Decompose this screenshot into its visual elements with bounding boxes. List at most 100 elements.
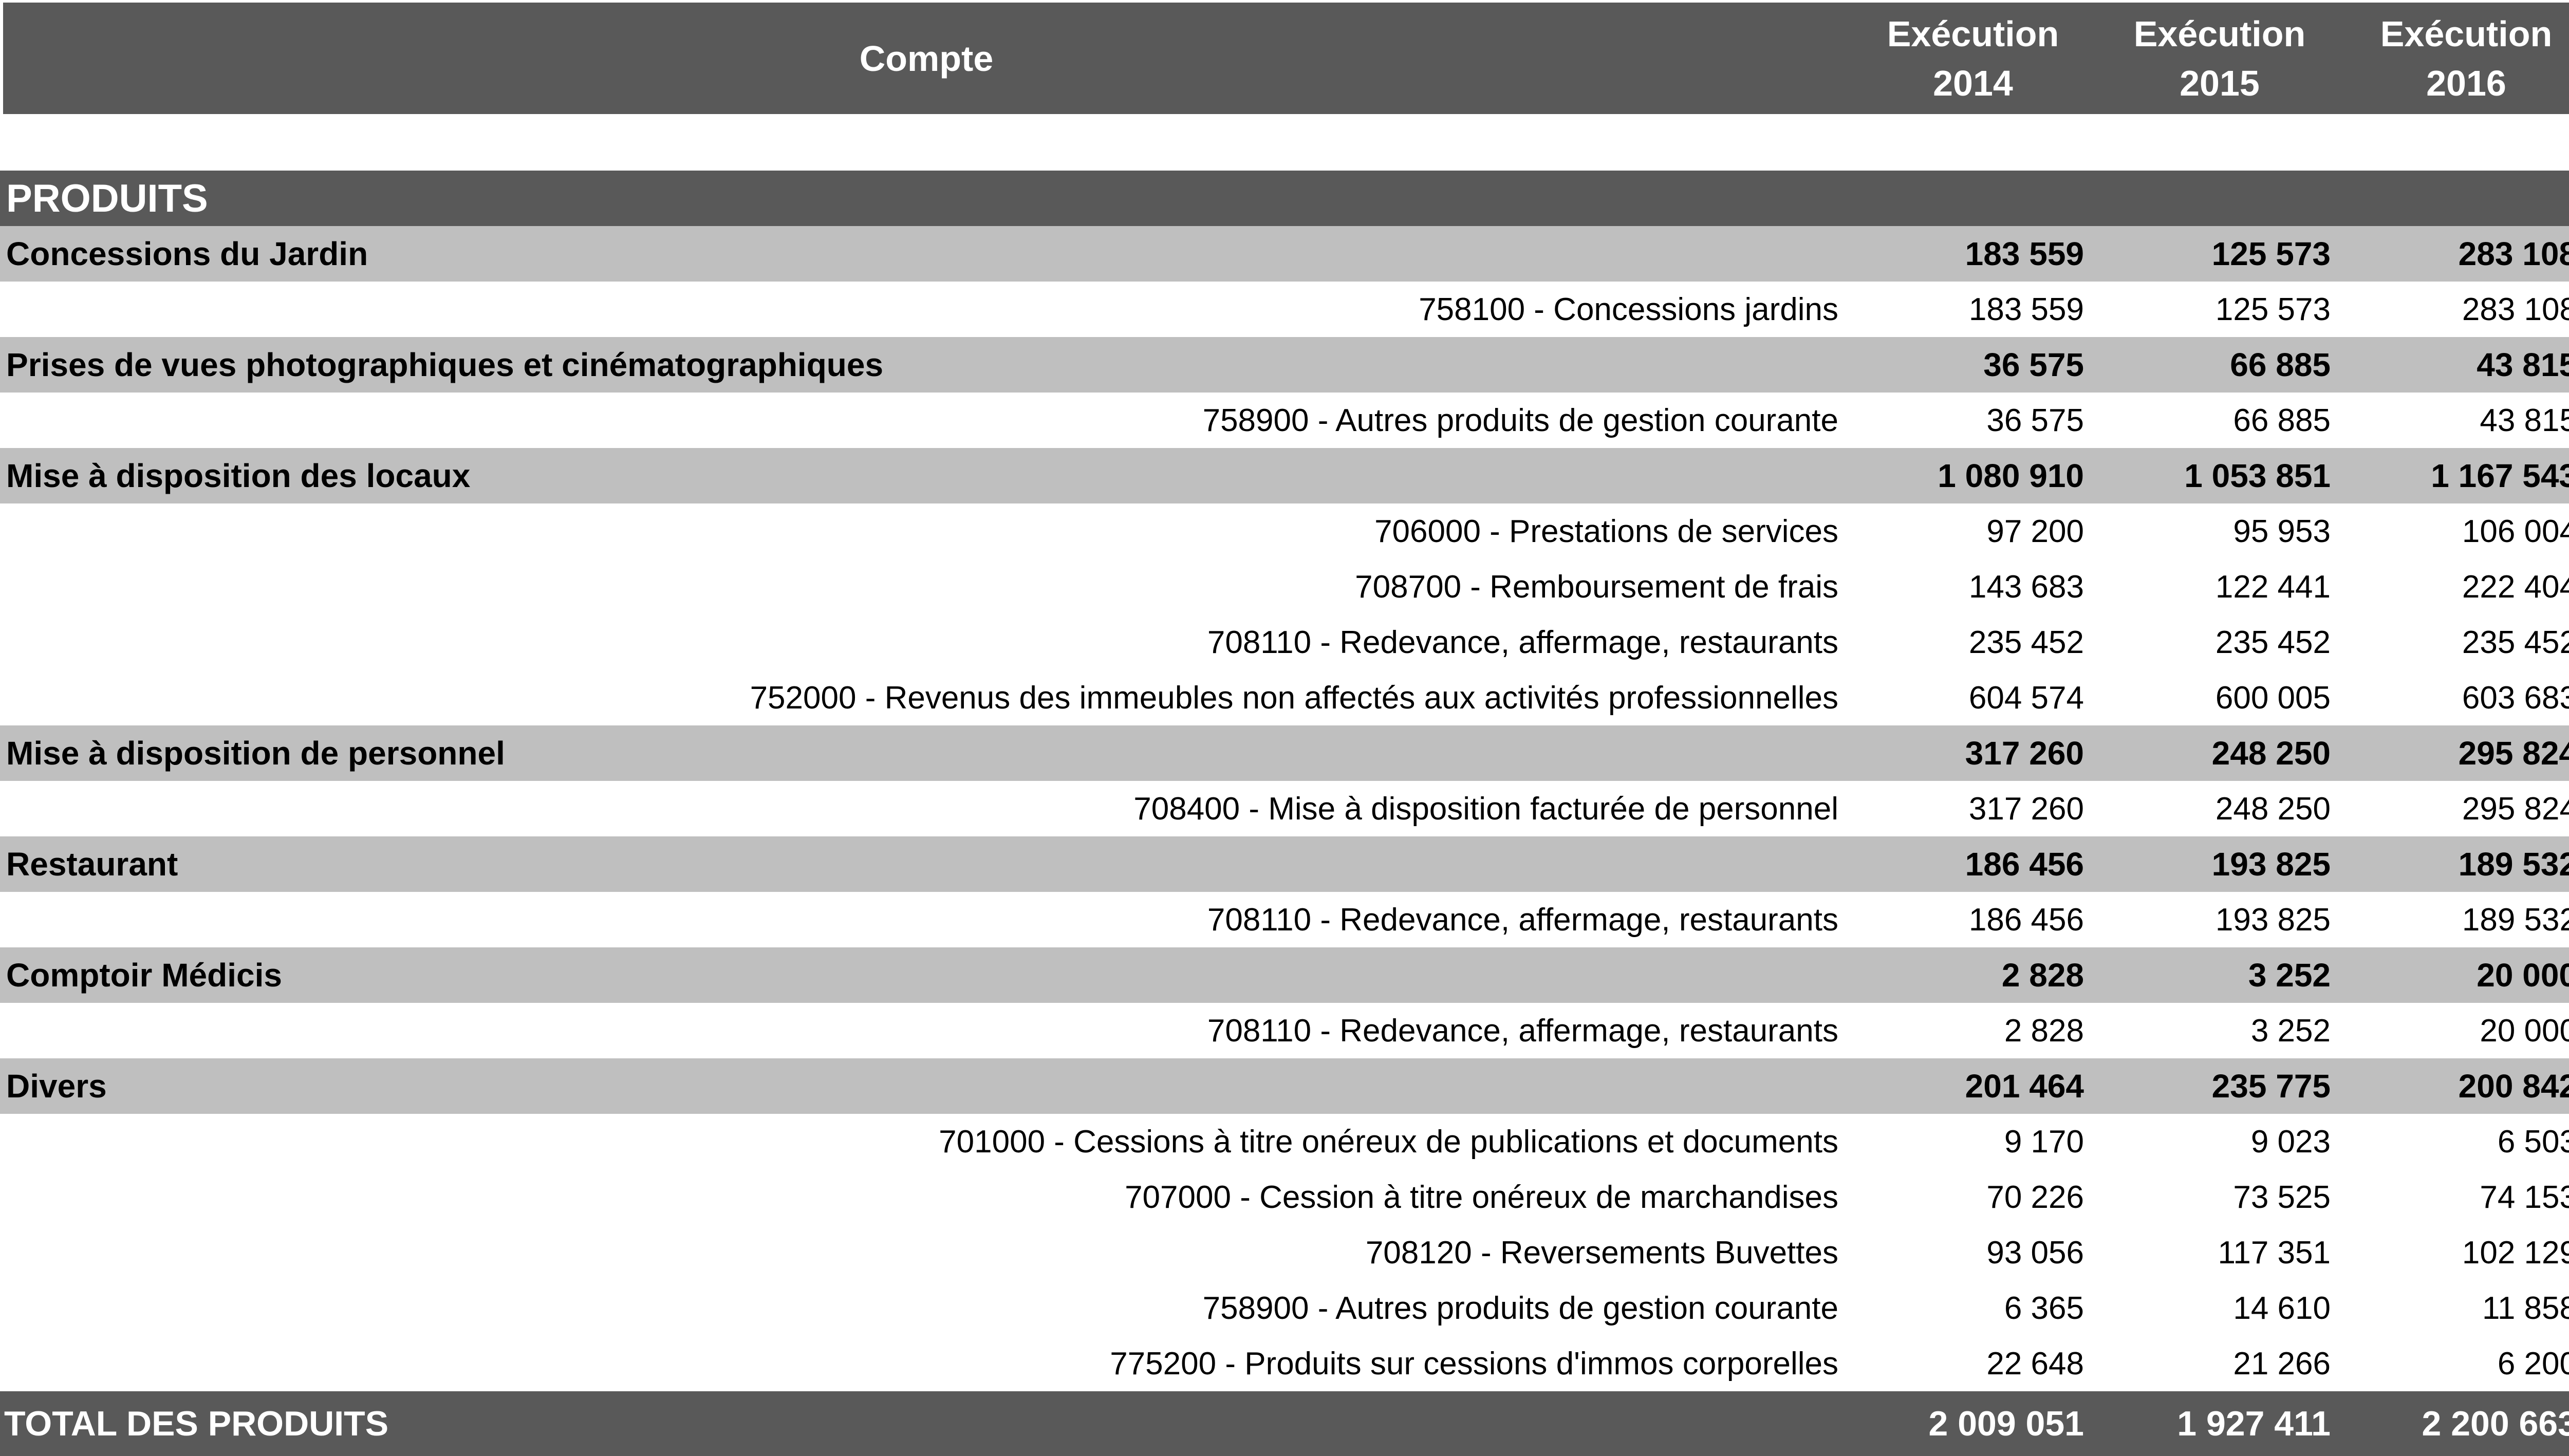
section-title: PRODUITS [6, 176, 208, 220]
row-value-2015: 600 005 [2215, 680, 2331, 716]
row-value-2016: 6 503 [2497, 1124, 2569, 1160]
table-row: Restaurant 186 456 193 825 189 532 162 7… [0, 836, 2569, 892]
table-row: 758900 - Autres produits de gestion cour… [0, 1280, 2569, 1336]
table-row: 708110 - Redevance, affermage, restauran… [0, 892, 2569, 947]
row-value-2015: 248 250 [2215, 791, 2331, 827]
row-value-2016: 603 683 [2462, 680, 2569, 716]
row-value-2015: 9 023 [2250, 1124, 2331, 1160]
row-label: 758100 - Concessions jardins [1419, 291, 1838, 327]
table-row: Divers 201 464 235 775 200 842 5 833 684… [0, 1058, 2569, 1114]
row-value-2015: 66 885 [2233, 402, 2331, 438]
row-value-2016: 235 452 [2462, 624, 2569, 660]
row-value-2015: 125 573 [2211, 235, 2331, 272]
row-value-2014: 183 559 [1965, 235, 2084, 272]
row-value-2014: 2 828 [2004, 1013, 2084, 1049]
row-value-2014: 36 575 [1986, 402, 2084, 438]
row-label: 708120 - Reversements Buvettes [1365, 1235, 1838, 1271]
row-value-2016: 43 815 [2480, 402, 2569, 438]
row-value-2015: 21 266 [2233, 1346, 2331, 1382]
table-row: 708700 - Remboursement de frais 143 683 … [0, 559, 2569, 614]
total-label: TOTAL DES PRODUITS [4, 1404, 389, 1443]
row-value-2016: 200 842 [2458, 1068, 2569, 1105]
row-value-2016: 295 824 [2462, 791, 2569, 827]
row-label: 708110 - Redevance, affermage, restauran… [1207, 624, 1838, 660]
row-label: 708110 - Redevance, affermage, restauran… [1207, 902, 1838, 938]
row-value-2015: 193 825 [2211, 846, 2331, 883]
table-row: 758100 - Concessions jardins 183 559 125… [0, 282, 2569, 337]
table-row: 775200 - Produits sur cessions d'immos c… [0, 1336, 2569, 1391]
row-label: 758900 - Autres produits de gestion cour… [1202, 1290, 1838, 1326]
row-label: 775200 - Produits sur cessions d'immos c… [1110, 1346, 1838, 1382]
total-value-2016: 2 200 663 [2422, 1404, 2569, 1443]
row-label: 752000 - Revenus des immeubles non affec… [750, 680, 1838, 716]
table-row: Comptoir Médicis 2 828 3 252 20 000 30 4… [0, 947, 2569, 1003]
row-value-2015: 193 825 [2215, 902, 2331, 938]
table-row: 752000 - Revenus des immeubles non affec… [0, 670, 2569, 725]
row-value-2014: 186 456 [1968, 902, 2084, 938]
table-row: 708400 - Mise à disposition facturée de … [0, 781, 2569, 836]
column-header-compte: Compte [859, 38, 994, 79]
row-value-2016: 20 000 [2477, 957, 2569, 994]
row-value-2016: 43 815 [2477, 346, 2569, 383]
row-value-2016: 11 858 [2482, 1290, 2569, 1326]
table-row: 707000 - Cession à titre onéreux de marc… [0, 1169, 2569, 1225]
row-label: 707000 - Cession à titre onéreux de marc… [1125, 1179, 1838, 1215]
row-value-2016: 222 404 [2462, 569, 2569, 605]
table-row: 708110 - Redevance, affermage, restauran… [0, 614, 2569, 670]
row-value-2015: 117 351 [2218, 1235, 2331, 1271]
row-value-2014: 22 648 [1986, 1346, 2084, 1382]
table-row: 708120 - Reversements Buvettes 93 056 11… [0, 1225, 2569, 1280]
table-row: Prises de vues photographiques et cinéma… [0, 337, 2569, 393]
row-value-2014: 1 080 910 [1938, 457, 2084, 494]
row-value-2016: 6 200 [2497, 1346, 2569, 1382]
row-label: Comptoir Médicis [6, 957, 282, 994]
column-header-year: 2014 [1933, 63, 2013, 103]
row-value-2016: 189 532 [2462, 902, 2569, 938]
total-value-2014: 2 009 051 [1928, 1404, 2084, 1443]
row-value-2014: 604 574 [1968, 680, 2084, 716]
row-label: 701000 - Cessions à titre onéreux de pub… [939, 1124, 1838, 1160]
row-value-2014: 317 260 [1965, 735, 2084, 772]
row-value-2016: 74 153 [2480, 1179, 2569, 1215]
row-value-2015: 125 573 [2215, 291, 2331, 327]
row-value-2015: 235 775 [2211, 1068, 2331, 1105]
column-header-year: 2015 [2180, 63, 2260, 103]
column-header-execution-2015: Exécution 2015 [2096, 3, 2343, 114]
row-value-2014: 201 464 [1965, 1068, 2084, 1105]
row-value-2014: 2 828 [2001, 957, 2084, 994]
row-value-2014: 143 683 [1968, 569, 2084, 605]
row-value-2016: 283 108 [2458, 235, 2569, 272]
row-label: Divers [6, 1068, 107, 1105]
row-value-2015: 95 953 [2233, 513, 2331, 549]
row-value-2016: 189 532 [2458, 846, 2569, 883]
table-row: 758900 - Autres produits de gestion cour… [0, 393, 2569, 448]
header-body-spacer [0, 114, 2569, 171]
column-header-execution-2014: Exécution 2014 [1850, 3, 2096, 114]
column-header-prefix: Exécution [2380, 13, 2553, 54]
row-value-2014: 235 452 [1968, 624, 2084, 660]
row-label: Concessions du Jardin [6, 235, 368, 272]
row-value-2016: 295 824 [2458, 735, 2569, 772]
row-label: Prises de vues photographiques et cinéma… [6, 346, 884, 383]
table-row: Mise à disposition de personnel 317 260 … [0, 725, 2569, 781]
row-value-2015: 235 452 [2215, 624, 2331, 660]
column-header-execution-2016: Exécution 2016 [2343, 3, 2569, 114]
row-value-2014: 317 260 [1968, 791, 2084, 827]
column-header-prefix: Exécution [1887, 13, 2059, 54]
row-value-2016: 283 108 [2462, 291, 2569, 327]
row-value-2014: 183 559 [1968, 291, 2084, 327]
table-row: Concessions du Jardin 183 559 125 573 28… [0, 226, 2569, 282]
table-row: 701000 - Cessions à titre onéreux de pub… [0, 1114, 2569, 1169]
row-value-2015: 66 885 [2230, 346, 2331, 383]
row-label: 708110 - Redevance, affermage, restauran… [1207, 1013, 1838, 1049]
table-row: Mise à disposition des locaux 1 080 910 … [0, 448, 2569, 503]
row-label: Mise à disposition des locaux [6, 457, 471, 494]
column-header-prefix: Exécution [2133, 13, 2306, 54]
row-value-2015: 1 053 851 [2184, 457, 2331, 494]
row-label: 708400 - Mise à disposition facturée de … [1133, 791, 1838, 827]
table-body: Concessions du Jardin 183 559 125 573 28… [0, 226, 2569, 1391]
table-row: 708110 - Redevance, affermage, restauran… [0, 1003, 2569, 1058]
row-label: Mise à disposition de personnel [6, 735, 505, 772]
row-value-2014: 97 200 [1986, 513, 2084, 549]
